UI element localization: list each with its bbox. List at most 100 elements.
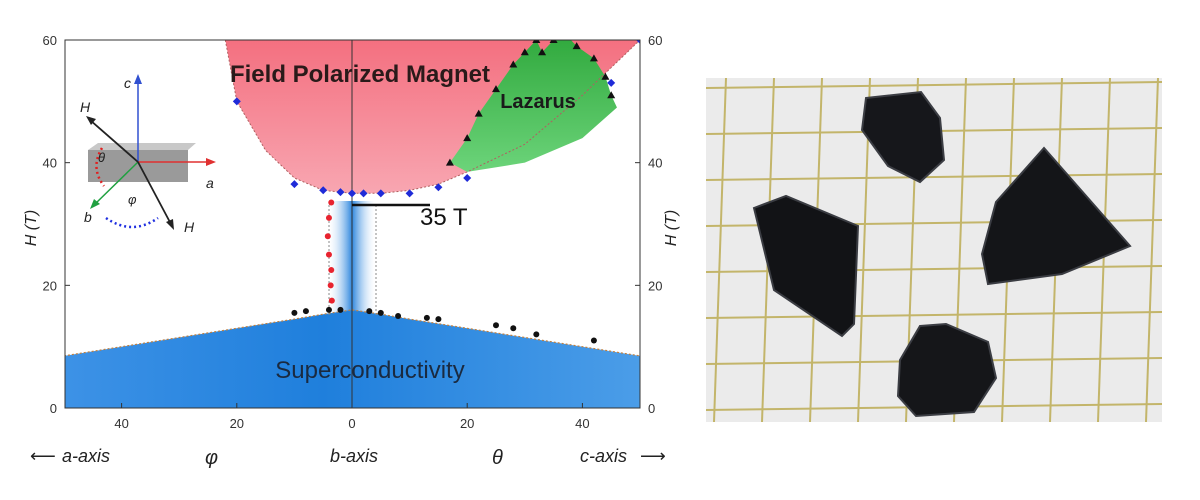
- data-point-series-1: [533, 331, 540, 338]
- grid-line-horizontal: [706, 81, 1162, 89]
- data-point-series-2: [538, 48, 547, 56]
- data-point-series-0: [348, 189, 356, 198]
- region-label-lazarus: Lazarus: [500, 91, 576, 113]
- crystal-top: [860, 90, 946, 184]
- data-point-series-0: [290, 180, 299, 189]
- data-point-series-2: [572, 42, 581, 50]
- b-axis-arrow: [93, 161, 139, 206]
- a-axis-arrowhead: [206, 158, 216, 166]
- data-point-series-1: [435, 316, 442, 323]
- inset-label-a: a: [206, 175, 214, 191]
- region-label-field-polarized: Field Polarized Magnet: [230, 61, 490, 88]
- c-axis-arrowhead: [134, 74, 142, 84]
- data-point-series-0: [636, 40, 640, 44]
- a-axis-label: a-axis: [62, 446, 110, 466]
- data-point-series-1: [377, 309, 384, 316]
- y-axis-label-right: H (T): [663, 210, 680, 246]
- x-tick-label: 20: [460, 416, 474, 431]
- data-point-series-0: [336, 188, 345, 197]
- field-arrow-lower: [137, 161, 173, 227]
- phi-label: φ: [205, 447, 218, 469]
- y-tick-label-right: 0: [648, 401, 655, 416]
- data-point-series-0: [376, 189, 385, 198]
- data-point-series-3: [328, 297, 335, 304]
- data-point-series-2: [589, 54, 598, 62]
- data-point-series-2: [601, 72, 610, 80]
- data-point-series-0: [319, 186, 328, 195]
- inset-label-phi: φ: [128, 192, 137, 207]
- field-arrowhead-upper: [86, 116, 96, 125]
- phi-rotation-arc: [105, 216, 159, 229]
- field-arrow-upper: [89, 119, 139, 163]
- data-point-series-1: [325, 306, 332, 313]
- data-point-series-3: [328, 267, 335, 273]
- data-point-series-3: [327, 282, 334, 289]
- data-point-series-0: [463, 174, 472, 182]
- crystal-bottom: [896, 322, 998, 418]
- inset-label-h-lower: H: [184, 219, 195, 235]
- data-point-series-2: [520, 48, 529, 56]
- data-point-series-1: [510, 325, 517, 332]
- y-tick-label-left: 20: [43, 278, 57, 293]
- theta-rotation-arc: [95, 147, 106, 187]
- data-point-series-0: [405, 189, 414, 198]
- data-point-series-0: [434, 183, 443, 192]
- b-axis-label: b-axis: [330, 446, 378, 466]
- crystal-right: [980, 146, 1132, 286]
- region-label-superconductivity: Superconductivity: [275, 357, 464, 384]
- data-point-series-2: [492, 85, 500, 93]
- x-tick-label: 20: [230, 416, 244, 431]
- data-point-series-3: [324, 233, 331, 240]
- data-point-series-3: [328, 199, 335, 206]
- grid-line-horizontal: [706, 173, 1162, 181]
- y-tick-label-left: 40: [43, 156, 57, 171]
- lazarus-region: [449, 40, 617, 172]
- x-tick-label: 40: [114, 416, 128, 431]
- data-point-series-1: [302, 308, 309, 315]
- data-point-series-2: [445, 158, 454, 166]
- data-point-series-1: [493, 322, 499, 329]
- data-point-series-2: [561, 30, 569, 37]
- data-point-series-3: [325, 251, 332, 258]
- data-point-series-3: [325, 214, 332, 221]
- data-point-series-1: [291, 309, 298, 316]
- data-point-series-0: [359, 189, 368, 198]
- grid-line-horizontal: [706, 311, 1162, 319]
- data-point-series-1: [423, 314, 430, 321]
- right-arrow-icon: ⟶: [640, 446, 666, 466]
- crystal-slab-top: [88, 143, 196, 150]
- x-tick-label: 0: [348, 416, 355, 431]
- grid-line-vertical: [1145, 78, 1159, 422]
- data-point-series-0: [232, 97, 241, 106]
- data-point-series-2: [549, 40, 558, 43]
- data-point-series-0: [607, 78, 616, 87]
- left-arrow-icon: ⟵: [30, 446, 56, 466]
- field-arrowhead-lower: [166, 219, 174, 230]
- data-point-series-1: [366, 308, 373, 315]
- inset-label-h-upper: H: [80, 99, 91, 115]
- inset-label-b: b: [84, 209, 92, 225]
- crystal-left: [752, 194, 860, 338]
- orientation-inset: c a b H H θ φ: [80, 74, 216, 235]
- data-point-series-2: [607, 91, 616, 99]
- data-point-series-2: [463, 134, 472, 142]
- y-tick-label-right: 60: [648, 33, 662, 48]
- data-point-series-1: [590, 337, 597, 344]
- data-point-series-2: [532, 40, 541, 43]
- theta-label: θ: [492, 447, 503, 469]
- inset-label-theta: θ: [98, 150, 105, 165]
- y-tick-label-right: 40: [648, 156, 662, 171]
- b-axis-arrowhead: [90, 199, 100, 209]
- c-axis-label: c-axis: [580, 446, 627, 466]
- y-tick-label-left: 0: [50, 401, 57, 416]
- data-point-series-1: [337, 306, 344, 313]
- data-point-series-1: [395, 313, 402, 319]
- x-tick-label: 40: [575, 416, 589, 431]
- data-point-series-2: [509, 60, 518, 68]
- 35t-annotation: 35 T: [420, 204, 468, 231]
- y-tick-label-right: 20: [648, 278, 662, 293]
- x-axis-caption-row: ⟵ a-axis φ b-axis θ c-axis ⟶: [30, 446, 666, 469]
- crystal-photo: [706, 78, 1162, 422]
- y-tick-label-left: 60: [43, 33, 57, 48]
